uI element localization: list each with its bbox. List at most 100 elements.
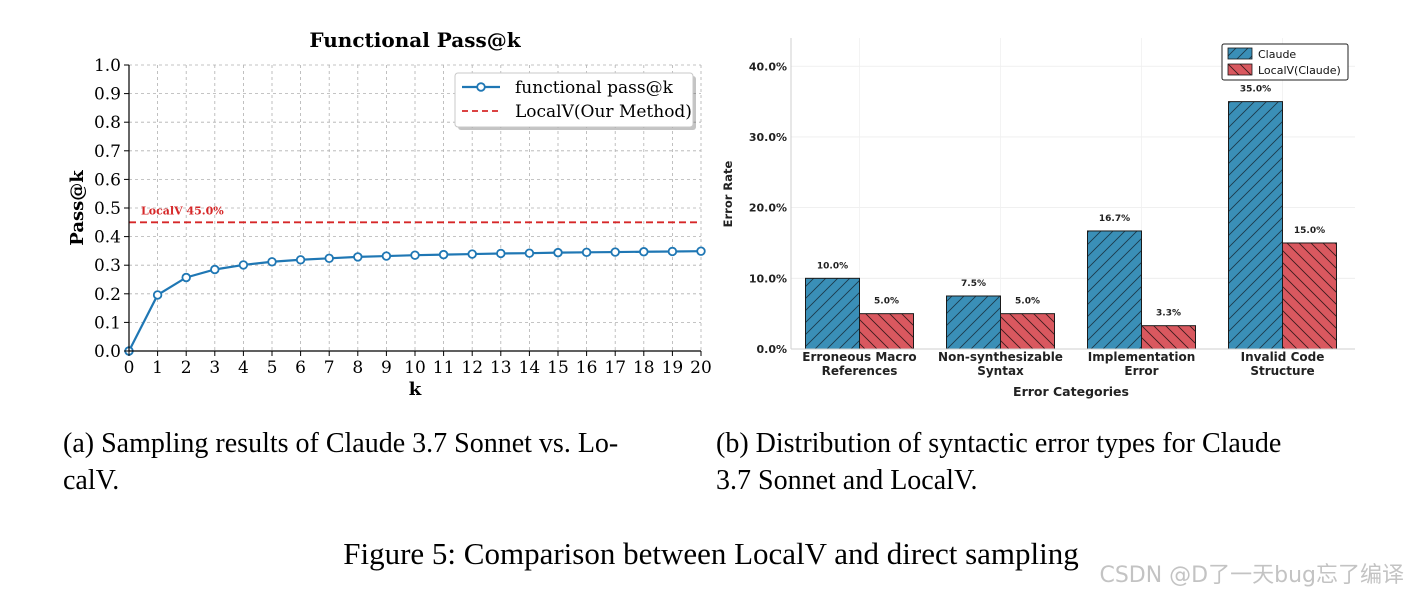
right-bars: 10.0% 5.0% 7.5% 5.0% 16.7% 3.3% 35.0% 15.0% [805,85,1337,350]
right-x-category-label: Invalid Code [1241,350,1325,364]
bar-hatch [1282,242,1337,350]
right-x-category-label: Implementation [1088,350,1195,364]
pass-at-k-point [610,247,620,257]
left-x-tick-label: 19 [662,358,684,378]
right-x-category-label: Syntax [977,364,1024,378]
pass-at-k-point [152,290,163,300]
left-x-axis-label: k [409,379,422,400]
localv-reference-annotation: LocalV 45.0% [141,204,224,217]
pass-at-k-chart: Functional Pass@k LocalV 45.0% 0.0 0.1 0.2… [67,28,712,400]
pass-at-k-point [639,247,649,257]
left-x-tick-label: 9 [381,358,392,378]
left-x-tick-label: 20 [690,358,712,378]
left-x-tick-label: 4 [238,358,249,378]
pass-at-k-point [353,252,363,262]
bar-value-label: 5.0% [874,297,899,307]
error-distribution-chart: 10.0% 5.0% 7.5% 5.0% 16.7% 3.3% 35.0% 15.0% 0.0… [721,38,1355,399]
left-x-tick-label: 15 [547,358,569,378]
left-x-tick-label: 3 [209,358,220,378]
pass-at-k-point [667,246,678,257]
left-y-tick-label: 1.0 [94,56,121,76]
pass-at-k-point [467,249,477,259]
pass-at-k-point [210,264,220,275]
left-chart-title: Functional Pass@k [309,28,521,52]
pass-at-k-point [524,248,535,258]
pass-at-k-point [696,246,706,256]
bar-hatch [1087,230,1142,350]
left-y-tick-label: 0.2 [94,285,121,305]
left-y-tick-label: 0.5 [94,199,121,219]
right-legend-swatch-hatch [1227,47,1253,60]
left-y-tick-label: 0.9 [94,85,121,105]
right-y-tick-label: 20.0% [749,202,787,215]
right-legend-swatch-hatch [1227,63,1253,76]
left-y-tick-label: 0.0 [94,342,121,362]
watermark: CSDN @D了一天bug忘了编译 [1099,563,1404,588]
right-x-category-label: Structure [1250,364,1314,378]
left-axes: 0.00.10.20.30.40.50.60.70.80.91.00 1 2 3 4 5 6… [94,56,712,378]
bar-value-label: 15.0% [1294,226,1325,236]
left-x-tick-label: 7 [324,358,335,378]
caption-b-line2: 3.7 Sonnet and LocalV. [716,465,978,496]
right-legend-label: Claude [1258,48,1296,61]
left-x-tick-label: 0 [124,358,135,378]
left-legend-marker-swatch [476,82,486,92]
right-x-category-label: Erroneous Macro [802,350,916,364]
pass-at-k-point [181,272,191,283]
left-y-axis-label: Pass@k [67,170,88,246]
pass-at-k-point [438,249,449,260]
right-x-axis-label: Error Categories [1013,384,1129,399]
left-x-tick-label: 10 [404,358,426,378]
bar-hatch [1228,101,1283,350]
bar-value-label: 10.0% [817,261,848,271]
left-x-tick-label: 14 [519,358,541,378]
pass-at-k-point [410,250,420,260]
left-y-tick-label: 0.6 [94,170,121,190]
bar-hatch [946,295,1001,350]
left-x-tick-label: 18 [633,358,655,378]
bar-hatch [1141,325,1196,350]
pass-at-k-point [496,248,506,259]
left-y-tick-label: 0.7 [94,142,121,162]
left-y-tick-label: 0.3 [94,256,121,276]
left-x-tick-label: 12 [461,358,483,378]
right-x-category-label: Non-synthesizable [938,350,1063,364]
pass-at-k-point [267,257,277,267]
figure-caption: Figure 5: Comparison between LocalV and … [343,536,1079,571]
bar-value-label: 7.5% [961,279,986,289]
left-x-tick-label: 13 [490,358,512,378]
left-legend-label: LocalV(Our Method) [515,102,692,122]
pass-at-k-point [295,255,306,265]
left-y-tick-label: 0.1 [94,313,121,333]
right-y-tick-label: 30.0% [749,131,787,144]
right-axes: 0.0% 10.0% 20.0% 30.0% 40.0% Erroneous MacroR… [749,38,1355,378]
left-x-tick-label: 17 [604,358,626,378]
right-x-category-label: References [822,364,898,378]
pass-at-k-point [381,251,392,261]
left-x-tick-label: 8 [352,358,363,378]
left-x-tick-label: 5 [267,358,278,378]
pass-at-k-point [553,247,563,258]
left-y-tick-label: 0.8 [94,113,121,133]
bar-hatch [859,313,914,350]
right-legend-box [1221,43,1349,81]
left-legend-label: functional pass@k [515,78,674,98]
bar-value-label: 5.0% [1015,297,1040,307]
left-x-tick-label: 16 [576,358,598,378]
bar-hatch [805,277,860,350]
right-y-tick-label: 0.0% [756,343,787,356]
left-legend: functional pass@k LocalV(Our Method) [454,72,696,130]
right-x-category-label: Error [1124,364,1158,378]
right-legend-label: LocalV(Claude) [1258,64,1341,77]
left-x-tick-label: 2 [181,358,192,378]
left-legend-box [454,72,694,128]
bar-value-label: 35.0% [1240,85,1271,95]
pass-at-k-point [238,260,249,270]
right-y-tick-label: 40.0% [749,60,787,73]
pass-at-k-point [581,247,592,258]
bar-hatch [1000,313,1055,350]
caption-a-line1: (a) Sampling results of Claude 3.7 Sonne… [63,428,618,459]
bar-value-label: 3.3% [1156,309,1181,319]
